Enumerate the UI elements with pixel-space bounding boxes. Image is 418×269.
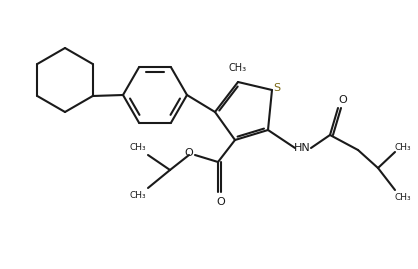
Text: CH₃: CH₃	[395, 193, 411, 203]
Text: O: O	[185, 148, 194, 158]
Text: HN: HN	[293, 143, 311, 153]
Text: O: O	[217, 197, 225, 207]
Text: CH₃: CH₃	[130, 143, 146, 151]
Text: O: O	[339, 95, 347, 105]
Text: CH₃: CH₃	[229, 63, 247, 73]
Text: CH₃: CH₃	[130, 192, 146, 200]
Text: CH₃: CH₃	[395, 143, 411, 151]
Text: S: S	[273, 83, 280, 93]
